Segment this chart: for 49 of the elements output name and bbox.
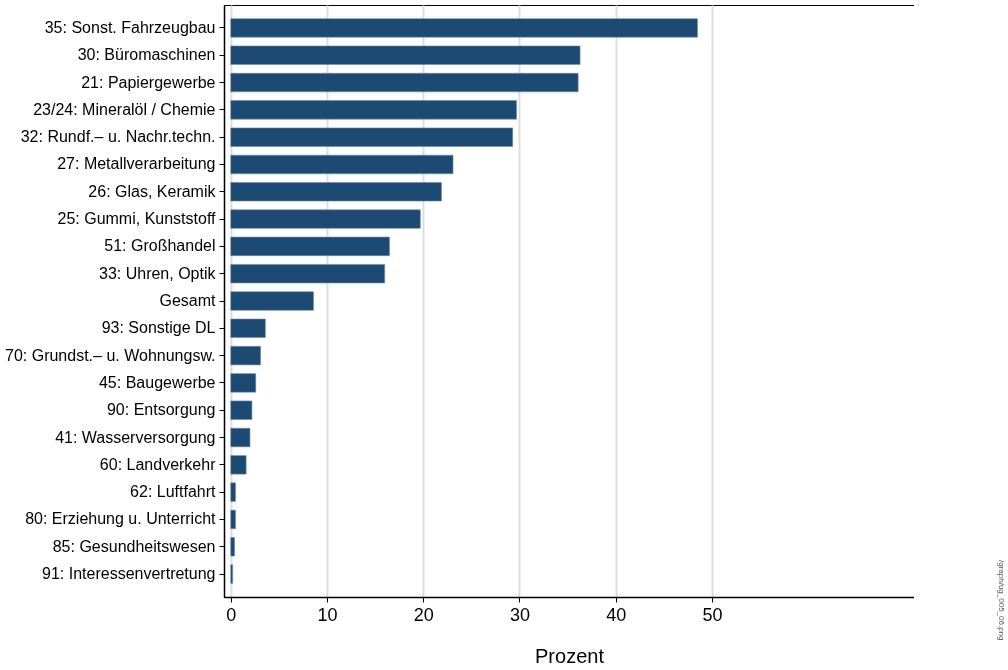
y-tick-label: 51: Großhandel bbox=[104, 237, 216, 255]
bar bbox=[230, 455, 247, 475]
y-tick-label: 33: Uhren, Optik bbox=[99, 264, 217, 282]
y-tick-label: 35: Sonst. Fahrzeugbau bbox=[44, 18, 216, 36]
y-tick-label: 62: Luftfahrt bbox=[130, 483, 217, 501]
y-tick-label: 30: Büromaschinen bbox=[77, 46, 216, 64]
y-tick-label: 26: Glas, Keramik bbox=[88, 182, 217, 200]
bar bbox=[230, 127, 513, 147]
y-tick-label: 32: Rundf.– u. Nachr.techn. bbox=[20, 128, 216, 146]
bar bbox=[230, 318, 266, 338]
text: /graph/ug_005_06.png bbox=[997, 560, 1006, 641]
y-tick-label: 60: Landverkehr bbox=[99, 455, 217, 473]
bar bbox=[230, 346, 261, 366]
y-tick-label: 27: Metallverarbeitung bbox=[57, 155, 216, 173]
bar bbox=[230, 209, 421, 229]
bar bbox=[230, 373, 257, 393]
y-tick-label: 93: Sonstige DL bbox=[101, 319, 216, 337]
bar bbox=[230, 509, 236, 530]
bar bbox=[230, 264, 386, 284]
bar bbox=[230, 482, 236, 502]
bar bbox=[230, 154, 454, 175]
x-tick-label: 50 bbox=[702, 604, 723, 625]
bar bbox=[230, 400, 253, 420]
bar bbox=[230, 427, 251, 448]
y-tick-label: 45: Baugewerbe bbox=[98, 373, 216, 391]
bar bbox=[230, 45, 581, 65]
x-tick-label: 30 bbox=[509, 604, 530, 625]
y-tick-label: 25: Gummi, Kunststoff bbox=[57, 210, 217, 228]
y-tick-label: 80: Erziehung u. Unterricht bbox=[25, 510, 217, 528]
y-tick-label: 21: Papiergewerbe bbox=[81, 73, 216, 91]
bar bbox=[230, 18, 698, 38]
y-tick-label: 70: Grundst.– u. Wohnungsw. bbox=[5, 346, 216, 364]
bar bbox=[230, 72, 579, 93]
y-tick-label: 91: Interessenvertretung bbox=[42, 565, 216, 583]
bar bbox=[230, 537, 235, 557]
x-tick-label: 40 bbox=[606, 604, 627, 625]
x-tick-label: 0 bbox=[226, 604, 237, 625]
y-tick-label: Gesamt bbox=[159, 292, 217, 309]
y-tick-label: 85: Gesundheitswesen bbox=[52, 537, 216, 555]
bar bbox=[230, 236, 390, 256]
x-tick-label: 10 bbox=[317, 604, 338, 625]
x-axis-title: Prozent bbox=[535, 644, 605, 667]
bar bbox=[230, 291, 314, 311]
y-tick-label: 90: Entsorgung bbox=[106, 401, 216, 419]
bar bbox=[230, 182, 442, 202]
y-tick-label: 41: Wasserversorgung bbox=[55, 428, 216, 446]
y-tick-label: 23/24: Mineralöl / Chemie bbox=[33, 100, 216, 118]
x-tick-label: 20 bbox=[413, 604, 434, 625]
bar bbox=[230, 100, 517, 120]
